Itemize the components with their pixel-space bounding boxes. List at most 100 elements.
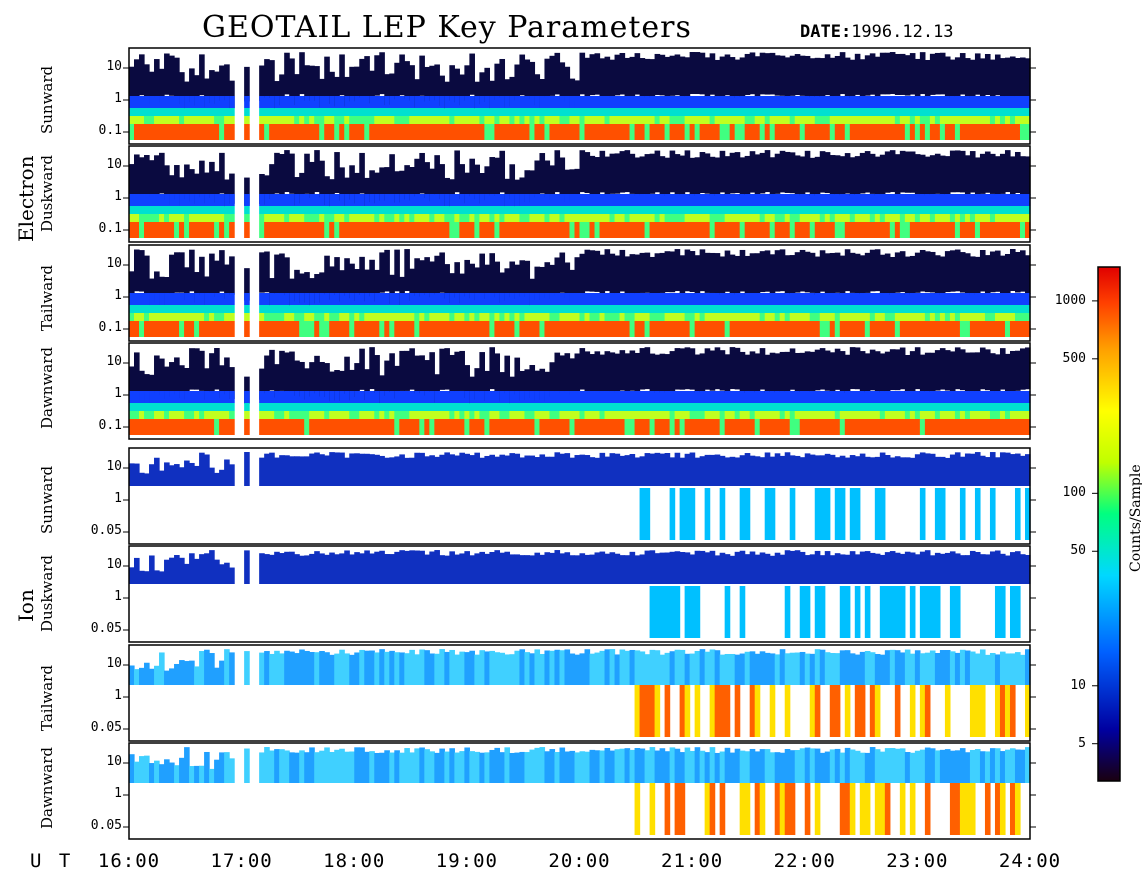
spectrum-cell: [919, 653, 926, 685]
spectrum-cell-high: [704, 222, 711, 238]
spectrum-cell-mid: [759, 116, 766, 124]
spectrum-cell: [964, 752, 971, 783]
spectrum-cell-high: [324, 419, 330, 435]
spectrum-cell: [714, 555, 721, 584]
spectrum-cell-mid: [634, 206, 641, 214]
spectrum-cell-high: [484, 222, 490, 238]
spectrum-cell-mid: [209, 403, 215, 411]
spectrum-cell-high: [849, 419, 856, 435]
colorbar-ticks: [1092, 300, 1098, 745]
spectrum-cell-mid: [314, 96, 320, 108]
spectrum-cell-mid: [814, 214, 821, 222]
spectrum-cell-burst: [799, 586, 806, 638]
spectrum-cell-high: [184, 124, 190, 140]
spectrum-cell-mid: [669, 206, 676, 214]
spectrum-cell-mid: [814, 108, 821, 116]
spectrum-cell: [294, 752, 300, 783]
spectrum-cell-mid: [149, 313, 155, 321]
spectrum-cell: [434, 653, 440, 685]
spectrum-cell: [519, 555, 526, 584]
spectrum-cell: [829, 555, 836, 584]
spectrum-cell-high: [539, 321, 546, 337]
spectrum-cell-low: [519, 260, 526, 297]
spectrum-cell-burst: [664, 783, 671, 835]
spectrum-cell-burst: [784, 586, 791, 638]
spectrum-cell-mid: [209, 96, 215, 108]
spectrum-cell: [1019, 554, 1026, 584]
spectrum-cell: [559, 650, 566, 685]
spectrum-cell: [144, 571, 150, 584]
spectrum-cell-mid: [769, 194, 776, 206]
spectrum-cell-mid: [819, 293, 826, 305]
spectrum-cell: [914, 650, 921, 685]
spectrum-cell: [624, 455, 631, 486]
spectrum-cell-mid: [604, 116, 611, 124]
spectrum-cell-high: [549, 321, 556, 337]
spectrum-cell: [194, 765, 200, 783]
spectrum-cell-low: [409, 65, 415, 101]
spectrum-cell-low: [424, 257, 430, 296]
spectrum-cell: [884, 455, 891, 486]
date-value: 1996.12.13: [851, 22, 954, 42]
spectrum-cell-low: [539, 79, 546, 108]
spectrum-cell-mid: [644, 403, 651, 411]
spectrum-cell-mid: [729, 313, 736, 321]
spectrum-cell-mid: [539, 293, 546, 305]
spectrum-cell-mid: [244, 391, 250, 403]
spectrum-cell-burst: [964, 783, 971, 835]
spectrum-cell-mid: [744, 206, 751, 214]
spectrum-cell: [299, 649, 305, 685]
spectrum-cell-mid: [554, 206, 561, 214]
spectrum-cell-mid: [434, 403, 440, 411]
spectrum-cell: [179, 660, 185, 685]
spectrum-cell-high: [299, 321, 305, 337]
spectrum-cell: [534, 747, 541, 783]
spectrum-cell-mid: [589, 391, 596, 403]
spectrum-cell-low: [344, 356, 350, 394]
spectrum-cell-mid: [449, 96, 455, 108]
spectrum-cell-mid: [969, 293, 976, 305]
spectrum-cell-mid: [704, 403, 711, 411]
spectrum-cell: [824, 751, 831, 783]
spectrum-cell-high: [274, 222, 280, 238]
spectrum-cell-mid: [539, 403, 546, 411]
spectrum-cell-high: [894, 419, 901, 435]
spectrum-cell-low: [184, 81, 190, 109]
spectrum-cell-mid: [879, 194, 886, 206]
spectrum-cell: [564, 453, 571, 486]
spectrum-cell-mid: [374, 391, 380, 403]
spectrum-cell-mid: [454, 194, 460, 206]
spectrum-cell-mid: [764, 116, 771, 124]
spectrum-cell-high: [644, 124, 651, 140]
spectrum-cell-mid: [144, 214, 150, 222]
spectrum-cell-low: [989, 153, 996, 194]
spectrum-cell-mid: [899, 214, 906, 222]
spectrum-cell-mid: [224, 313, 230, 321]
spectrum-cell-low: [549, 55, 556, 96]
spectrum-cell: [284, 551, 290, 584]
spectrum-cell-mid: [359, 411, 365, 419]
spectrum-cell-high: [194, 321, 200, 337]
spectrum-cell: [519, 457, 526, 486]
spectrum-cell-mid: [279, 391, 285, 403]
spectrum-cell: [539, 554, 546, 584]
spectrum-cell-high: [659, 321, 666, 337]
spectrum-cell-low: [864, 55, 871, 96]
spectrum-cell-mid: [739, 305, 746, 313]
spectrum-cell-high: [374, 321, 380, 337]
spectrum-cell-mid: [309, 214, 315, 222]
spectrum-cell-high: [384, 321, 390, 337]
spectrum-cell-high: [484, 321, 490, 337]
spectrum-cell-low: [834, 155, 841, 195]
spectrum-cell-mid: [484, 313, 490, 321]
spectrum-cell: [419, 550, 425, 584]
spectrum-cell-low: [464, 65, 470, 101]
spectrum-cell-mid: [489, 96, 496, 108]
spectrum-cell-mid: [374, 293, 380, 305]
spectrum-cell-low: [964, 352, 971, 392]
spectrum-cell-mid: [639, 313, 646, 321]
spectrum-cell-burst: [999, 783, 1006, 835]
spectrum-cell-mid: [134, 116, 140, 124]
spectrum-cell: [919, 452, 926, 486]
spectrum-cell-low: [314, 150, 320, 193]
